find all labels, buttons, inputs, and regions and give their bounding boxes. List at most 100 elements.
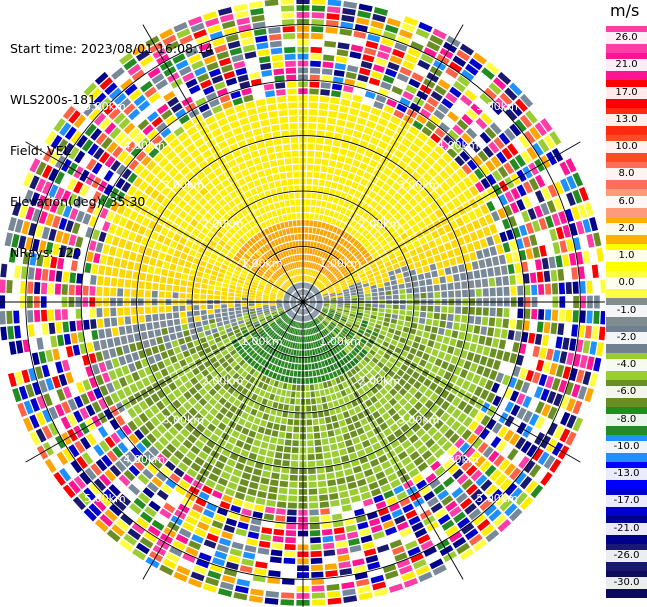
velocity-gate bbox=[522, 236, 531, 248]
velocity-gate bbox=[289, 227, 294, 234]
velocity-gate bbox=[264, 369, 270, 376]
velocity-gate bbox=[307, 306, 313, 312]
velocity-gate bbox=[337, 441, 346, 449]
velocity-gate bbox=[267, 339, 274, 345]
velocity-gate bbox=[215, 244, 223, 251]
velocity-gate bbox=[468, 172, 479, 184]
velocity-gate bbox=[429, 179, 439, 189]
velocity-gate bbox=[306, 433, 314, 440]
velocity-gate bbox=[172, 362, 181, 371]
velocity-gate bbox=[379, 295, 385, 300]
velocity-gate bbox=[209, 356, 218, 364]
velocity-gate bbox=[319, 368, 325, 375]
velocity-gate bbox=[369, 159, 378, 168]
velocity-gate bbox=[543, 455, 556, 470]
velocity-gate bbox=[559, 395, 570, 410]
velocity-gate bbox=[318, 265, 323, 272]
velocity-gate bbox=[376, 279, 383, 284]
velocity-gate bbox=[249, 114, 259, 123]
velocity-gate bbox=[406, 310, 413, 316]
velocity-gate bbox=[49, 200, 60, 214]
velocity-gate bbox=[328, 160, 337, 168]
velocity-gate bbox=[426, 40, 441, 52]
velocity-gate bbox=[314, 341, 319, 348]
velocity-gate bbox=[547, 406, 558, 420]
velocity-gate bbox=[314, 280, 320, 286]
velocity-gate bbox=[137, 306, 145, 315]
velocity-gate bbox=[309, 305, 315, 308]
velocity-gate bbox=[422, 421, 433, 432]
velocity-gate bbox=[118, 117, 131, 130]
velocity-gate bbox=[394, 250, 402, 257]
velocity-gate bbox=[369, 349, 377, 356]
velocity-gate bbox=[241, 427, 250, 436]
velocity-gate bbox=[466, 242, 475, 253]
velocity-gate bbox=[339, 221, 346, 229]
velocity-gate bbox=[416, 166, 426, 176]
velocity-gate bbox=[350, 376, 357, 384]
velocity-gate bbox=[318, 274, 324, 280]
velocity-gate bbox=[331, 330, 338, 337]
velocity-gate bbox=[502, 318, 509, 329]
velocity-gate bbox=[159, 276, 167, 284]
velocity-gate bbox=[323, 305, 330, 309]
velocity-gate bbox=[133, 262, 142, 271]
velocity-gate bbox=[214, 295, 221, 300]
velocity-gate bbox=[262, 435, 271, 443]
velocity-gate bbox=[311, 19, 325, 26]
velocity-gate bbox=[99, 339, 108, 350]
velocity-gate bbox=[475, 117, 488, 130]
velocity-gate bbox=[474, 181, 485, 193]
velocity-gate bbox=[158, 157, 169, 168]
velocity-gate bbox=[388, 217, 397, 226]
velocity-gate bbox=[310, 313, 315, 319]
velocity-gate bbox=[414, 261, 422, 269]
velocity-gate bbox=[306, 164, 314, 171]
velocity-gate bbox=[173, 206, 182, 216]
velocity-gate bbox=[553, 181, 564, 195]
velocity-gate bbox=[551, 283, 559, 295]
velocity-gate bbox=[307, 321, 311, 328]
velocity-gate bbox=[274, 395, 280, 402]
velocity-gate bbox=[473, 240, 482, 251]
velocity-gate bbox=[504, 503, 518, 517]
velocity-gate bbox=[105, 359, 114, 371]
velocity-gate bbox=[365, 269, 373, 276]
velocity-gate bbox=[500, 329, 508, 339]
velocity-gate bbox=[288, 488, 298, 495]
velocity-gate bbox=[305, 220, 310, 226]
velocity-gate bbox=[253, 28, 267, 36]
velocity-gate bbox=[313, 319, 318, 325]
velocity-gate bbox=[345, 417, 353, 425]
velocity-gate bbox=[157, 234, 166, 244]
velocity-gate bbox=[256, 411, 264, 419]
velocity-gate bbox=[493, 328, 501, 338]
velocity-gate bbox=[253, 345, 260, 352]
velocity-gate bbox=[424, 249, 433, 258]
velocity-gate bbox=[368, 27, 383, 36]
velocity-gate bbox=[427, 339, 435, 348]
velocity-gate bbox=[104, 508, 118, 522]
velocity-gate bbox=[199, 408, 208, 417]
velocity-gate bbox=[320, 508, 330, 515]
velocity-gate bbox=[414, 335, 422, 343]
velocity-gate bbox=[326, 202, 332, 209]
velocity-gate bbox=[305, 398, 311, 405]
velocity-gate bbox=[507, 330, 515, 341]
velocity-gate bbox=[308, 234, 312, 241]
velocity-gate bbox=[294, 412, 300, 419]
velocity-gate bbox=[352, 239, 360, 247]
velocity-gate bbox=[400, 232, 409, 241]
velocity-gate bbox=[110, 307, 117, 317]
velocity-gate bbox=[128, 433, 140, 445]
velocity-gate bbox=[323, 300, 330, 302]
velocity-gate bbox=[153, 321, 160, 329]
velocity-gate bbox=[379, 268, 387, 274]
velocity-gate bbox=[283, 303, 290, 305]
velocity-gate bbox=[396, 558, 411, 569]
velocity-gate bbox=[596, 247, 604, 262]
velocity-gate bbox=[121, 168, 132, 180]
velocity-gate bbox=[330, 296, 337, 299]
velocity-gate bbox=[278, 321, 284, 327]
velocity-gate bbox=[453, 347, 462, 357]
